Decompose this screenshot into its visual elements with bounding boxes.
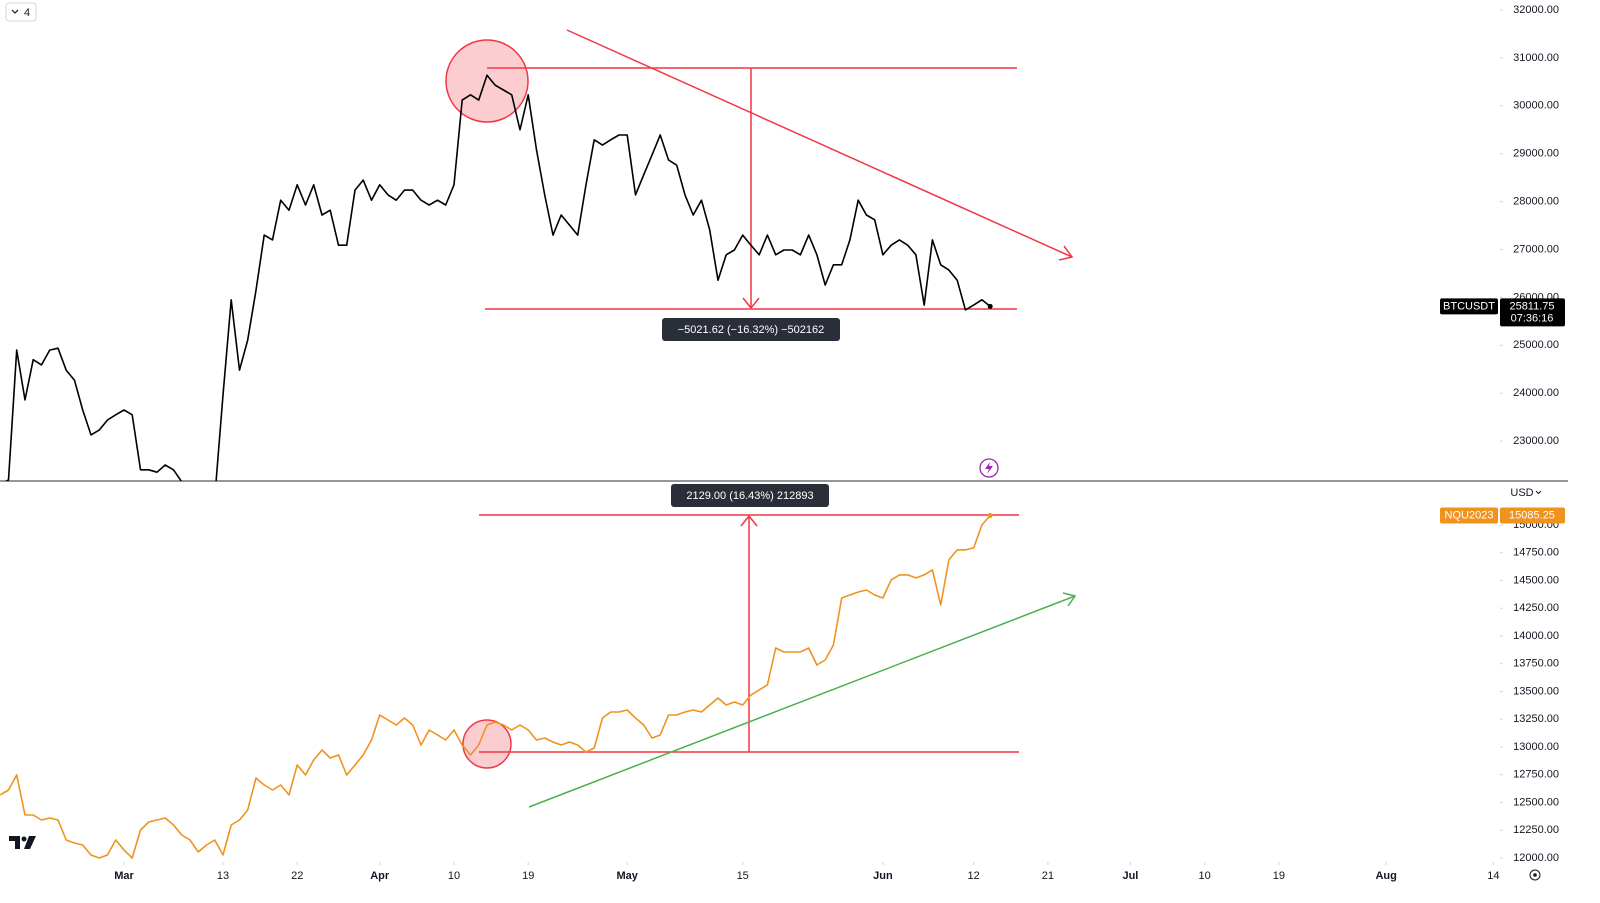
trend-line [566, 29, 1073, 258]
y-tick-label: 28000.00 [1513, 196, 1559, 208]
x-tick-label: 21 [1042, 870, 1054, 882]
arrow-head [742, 297, 760, 310]
x-tick-label: Mar [114, 870, 134, 882]
pane-button[interactable] [5, 2, 37, 22]
symbol-tag: BTCUSDT [1443, 300, 1495, 312]
y-tick-label: 32000.00 [1513, 4, 1559, 16]
currency[interactable]: USD [1510, 487, 1533, 499]
price-tag-box [1500, 507, 1565, 524]
y-tick-label: 27000.00 [1513, 243, 1559, 255]
measure-label: −5021.62 (−16.32%) −502162 [678, 324, 825, 336]
logo-part [24, 836, 36, 849]
price-tag-box [1500, 298, 1565, 327]
x-tick-label: Apr [370, 870, 390, 882]
price-line [4, 74, 991, 481]
x-tick-label: 19 [1273, 870, 1285, 882]
y-tick-label: 12250.00 [1513, 824, 1559, 836]
y-tick-label: 31000.00 [1513, 52, 1559, 64]
measure-label-box [662, 318, 840, 341]
arrow-head [1058, 245, 1074, 261]
logo-part [21, 836, 27, 842]
x-tick-label: 10 [448, 870, 460, 882]
y-tick-label: 14500.00 [1513, 574, 1559, 586]
y-tick-label: 24000.00 [1513, 387, 1559, 399]
symbol-tag-box [1440, 507, 1498, 524]
y-tick-label: 25000.00 [1513, 339, 1559, 351]
x-tick-label: 14 [1487, 870, 1499, 882]
y-tick-label: 23000.00 [1513, 435, 1559, 447]
x-tick-label: 22 [291, 870, 303, 882]
logo-part [9, 836, 20, 849]
last-point [987, 512, 993, 518]
pane-count: 4 [24, 7, 30, 19]
y-tick-label: 13000.00 [1513, 741, 1559, 753]
y-tick-label: 12000.00 [1513, 852, 1559, 864]
y-tick-label: 14750.00 [1513, 547, 1559, 559]
lightning [985, 462, 993, 474]
x-tick-label: 12 [968, 870, 980, 882]
symbol-tag-box [1440, 298, 1498, 315]
y-tick-label: 13250.00 [1513, 713, 1559, 725]
price-line [0, 514, 991, 859]
top-drawings: −5021.62 (−16.32%) −502162 [445, 29, 1074, 478]
chevron [1535, 490, 1542, 495]
x-tick-label: 15 [737, 870, 749, 882]
y-tick-label: 13500.00 [1513, 685, 1559, 697]
x-tick-label: Jun [873, 870, 893, 882]
x-tick-label: 13 [217, 870, 229, 882]
y-tick-label: 12500.00 [1513, 796, 1559, 808]
measure-label: 2129.00 (16.43%) 212893 [686, 490, 813, 502]
y-tick-label: 12750.00 [1513, 769, 1559, 781]
measure-label-box [671, 484, 829, 507]
highlight-circle [462, 719, 512, 769]
y-tick-label: 14000.00 [1513, 630, 1559, 642]
trend-line [528, 595, 1076, 808]
y-tick-label: 29000.00 [1513, 148, 1559, 160]
x-tick-label: Jul [1122, 870, 1138, 882]
x-tick-label: 19 [522, 870, 534, 882]
settings-icon-dot [1533, 873, 1537, 877]
arrow-head [740, 514, 758, 527]
countdown: 07:36:16 [1511, 312, 1554, 324]
x-tick-label: May [617, 870, 639, 882]
x-tick-label: Aug [1375, 870, 1396, 882]
bottom-drawings: 2129.00 (16.43%) 212893 [462, 484, 1077, 808]
arrow-head [1062, 592, 1077, 607]
y-tick-label: 13750.00 [1513, 658, 1559, 670]
symbol-tag: NQU2023 [1445, 509, 1494, 521]
y-tick-label: 30000.00 [1513, 100, 1559, 112]
logo [9, 836, 36, 849]
settings-icon[interactable] [1529, 869, 1541, 881]
chevron [11, 9, 19, 14]
last-point [987, 303, 993, 309]
x-tick-label: 10 [1199, 870, 1211, 882]
price-tag: 15085.25 [1509, 509, 1555, 521]
highlight-circle [445, 39, 529, 123]
price-tag: 25811.75 [1509, 300, 1554, 312]
y-tick-label: 14250.00 [1513, 602, 1559, 614]
